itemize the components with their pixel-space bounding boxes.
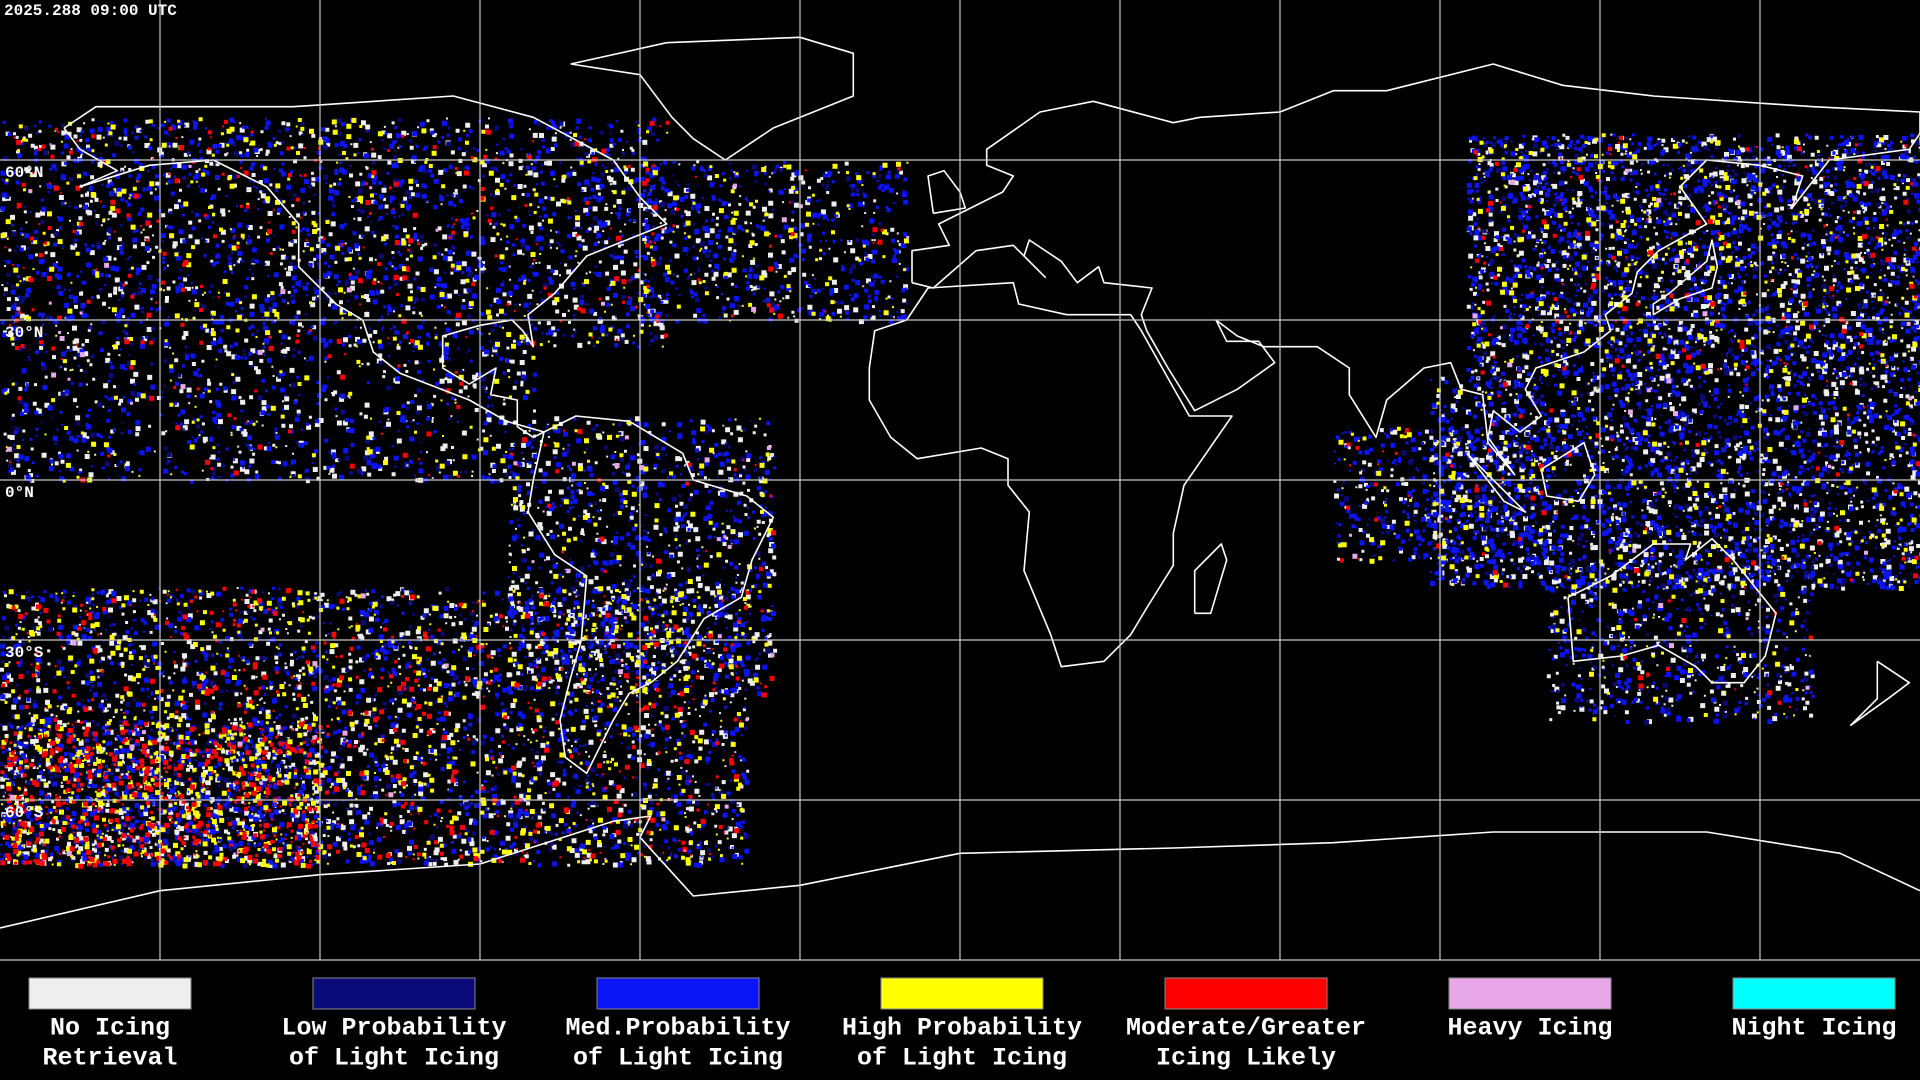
legend-swatch [1732,977,1896,1010]
legend-label: Moderate/Greater [1126,1014,1366,1043]
coastline [63,95,668,439]
legend-label: Icing Likely [1156,1044,1336,1073]
legend-label: of Light Icing [573,1044,783,1073]
legend-label: of Light Icing [289,1044,499,1073]
legend-label: No Icing [50,1014,170,1043]
legend-swatch [1164,977,1328,1010]
legend-swatch [880,977,1044,1010]
coastline [570,36,855,161]
legend-label: Heavy Icing [1447,1014,1612,1043]
legend-swatch [1448,977,1612,1010]
legend-swatch [312,977,476,1010]
legend-label: High Probability [842,1014,1082,1043]
legend-swatch [596,977,760,1010]
latitude-label: 30°S [5,644,44,662]
coastline [868,281,1233,668]
latitude-label: 60°S [5,804,44,822]
latitude-label: 60°N [5,164,43,182]
coastline [1652,239,1719,316]
icing-layer [0,117,1920,869]
legend-swatch [28,977,192,1010]
coastline [1567,537,1777,684]
latitude-label: 0°N [5,484,34,502]
coastline [1849,660,1911,727]
legend-label: of Light Icing [857,1044,1067,1073]
coastline [1193,543,1228,615]
coastline [1466,452,1527,513]
icing-pixels [0,117,1920,869]
coastline [1540,441,1596,503]
legend-label: Retrieval [42,1044,177,1073]
legend-label: Med.Probability [565,1014,790,1043]
graticule [0,0,1920,961]
legend-label: Low Probability [281,1014,506,1043]
legend-label: Night Icing [1731,1014,1896,1043]
coastline [911,63,1920,476]
latitude-labels: 60°N 30°N 0°N 30°S 60°S [5,164,44,822]
latitude-label: 30°N [5,324,43,342]
timestamp: 2025.288 09:00 UTC [4,2,177,20]
